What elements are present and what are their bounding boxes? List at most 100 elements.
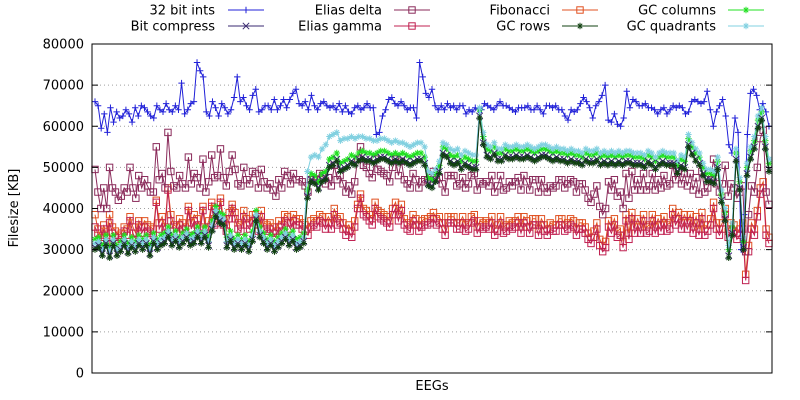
data-point xyxy=(91,240,99,247)
data-point xyxy=(488,219,496,227)
data-point xyxy=(734,129,742,136)
data-point xyxy=(496,98,504,105)
data-point xyxy=(683,225,692,233)
data-point xyxy=(322,168,329,175)
data-point xyxy=(531,158,538,165)
data-point xyxy=(611,162,619,169)
data-point xyxy=(458,166,465,173)
data-point xyxy=(465,164,472,171)
data-point xyxy=(436,170,443,177)
data-point xyxy=(637,153,644,161)
data-point xyxy=(714,153,721,161)
data-point xyxy=(498,149,505,157)
data-point xyxy=(535,147,542,155)
data-point xyxy=(234,232,242,239)
data-point xyxy=(698,215,706,223)
data-point xyxy=(285,232,293,239)
data-point xyxy=(630,153,637,161)
data-point xyxy=(655,153,663,161)
data-point xyxy=(399,158,406,165)
data-point xyxy=(443,153,450,161)
data-point xyxy=(122,106,130,113)
data-point xyxy=(184,206,193,215)
data-point xyxy=(157,236,165,243)
data-point xyxy=(356,190,365,198)
data-point xyxy=(111,188,120,196)
data-point xyxy=(359,133,366,140)
data-point xyxy=(686,169,694,178)
data-point xyxy=(106,254,113,262)
data-point xyxy=(517,186,525,194)
data-point xyxy=(719,96,726,103)
data-point xyxy=(610,221,619,229)
data-point xyxy=(157,242,165,249)
data-point xyxy=(285,236,293,243)
data-point xyxy=(304,168,311,175)
data-point xyxy=(729,232,736,239)
data-point xyxy=(157,232,165,239)
data-point xyxy=(742,6,750,14)
data-point xyxy=(384,137,392,144)
data-point xyxy=(348,151,355,159)
data-point xyxy=(542,153,549,161)
data-point xyxy=(258,106,266,113)
data-point xyxy=(743,172,751,179)
data-point xyxy=(252,86,259,93)
data-point xyxy=(100,221,108,229)
data-point xyxy=(278,234,286,241)
data-point xyxy=(601,204,610,213)
data-point xyxy=(201,227,209,235)
data-point xyxy=(597,153,604,161)
data-point xyxy=(502,153,509,161)
data-point xyxy=(648,162,655,169)
data-point xyxy=(632,98,640,105)
data-point xyxy=(356,143,365,151)
data-point xyxy=(626,151,634,159)
data-point xyxy=(271,238,278,245)
data-point xyxy=(535,155,542,163)
data-point xyxy=(454,145,461,153)
data-point xyxy=(450,147,458,155)
data-point xyxy=(252,211,260,218)
data-point xyxy=(593,145,601,153)
data-point xyxy=(576,6,584,14)
data-point xyxy=(681,158,688,165)
data-point xyxy=(425,94,433,101)
data-point xyxy=(249,232,256,239)
data-point xyxy=(110,236,117,243)
data-point xyxy=(450,102,457,109)
data-point xyxy=(458,151,465,159)
data-point xyxy=(271,248,278,255)
data-point xyxy=(249,92,256,99)
data-point xyxy=(283,171,292,180)
data-point xyxy=(143,242,150,249)
data-point xyxy=(696,162,703,169)
data-point xyxy=(703,88,711,95)
data-point xyxy=(583,98,590,105)
data-point xyxy=(132,238,139,245)
data-point xyxy=(469,166,476,173)
data-point xyxy=(135,171,143,180)
data-point xyxy=(257,165,266,174)
data-point xyxy=(725,246,732,253)
data-point xyxy=(256,227,264,235)
data-point xyxy=(403,151,410,159)
data-point xyxy=(706,221,715,229)
data-point xyxy=(622,160,630,167)
data-point xyxy=(110,118,117,126)
data-point xyxy=(351,153,359,161)
data-point xyxy=(143,232,150,239)
data-point xyxy=(549,145,557,153)
data-point xyxy=(517,229,525,237)
data-point xyxy=(695,190,703,198)
data-point xyxy=(381,147,388,155)
data-point xyxy=(502,141,509,148)
data-point xyxy=(311,172,318,179)
data-point xyxy=(597,162,604,169)
data-point xyxy=(339,108,346,116)
data-point xyxy=(575,160,582,167)
series-32-bit-ints xyxy=(91,59,773,253)
data-point xyxy=(107,104,114,111)
data-point xyxy=(666,162,674,169)
data-point xyxy=(293,240,300,247)
